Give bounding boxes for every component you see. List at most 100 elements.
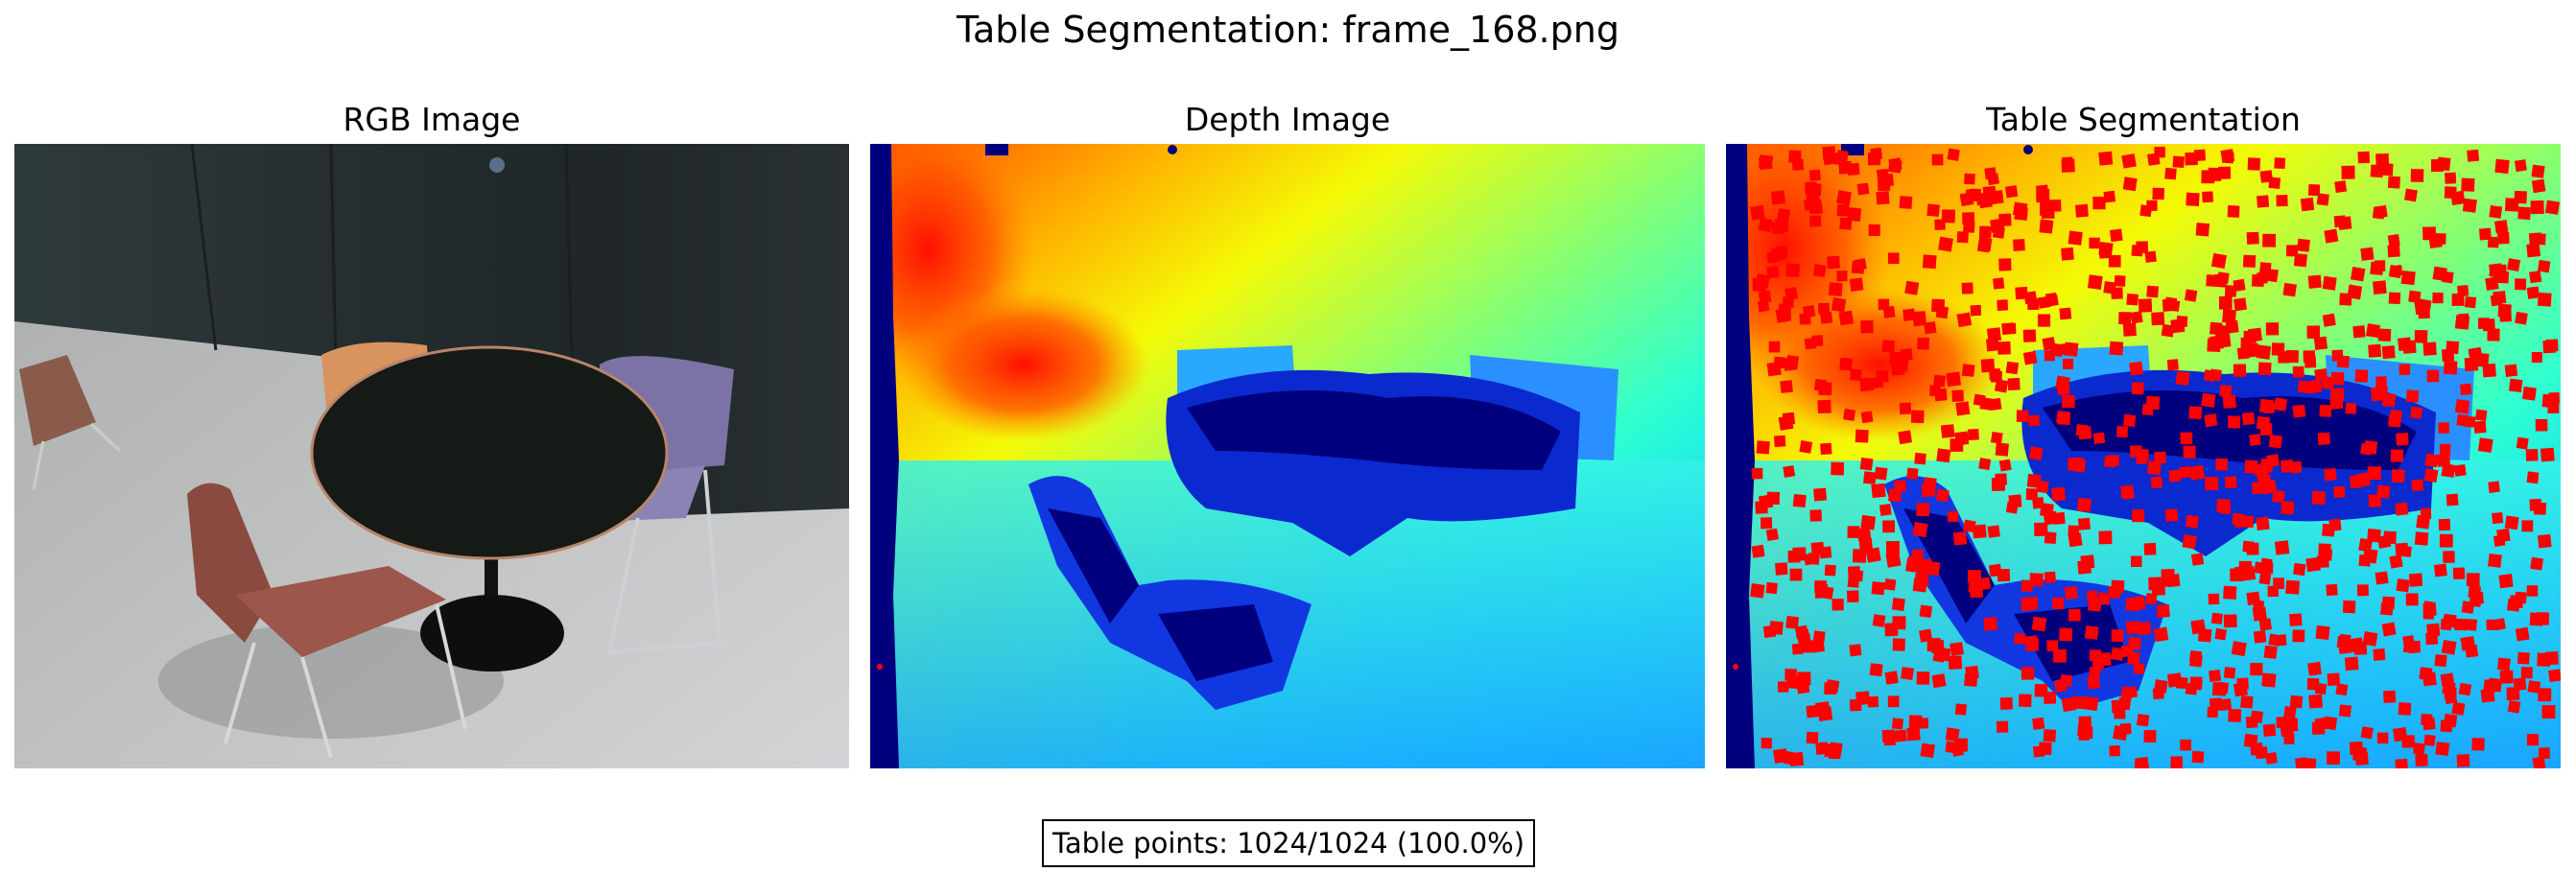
table-point <box>2441 462 2456 478</box>
table-point <box>2268 633 2281 647</box>
table-point <box>2068 230 2083 246</box>
table-point <box>2052 511 2066 525</box>
table-point <box>2089 237 2100 249</box>
table-point <box>2504 364 2518 377</box>
table-point <box>2383 530 2397 545</box>
table-point <box>2031 616 2047 632</box>
table-point <box>2395 758 2408 768</box>
table-point <box>1869 663 1883 677</box>
table-point <box>2376 484 2391 499</box>
table-point <box>2250 710 2263 723</box>
table-point <box>1860 514 1876 530</box>
table-point <box>1919 604 1933 619</box>
table-point <box>2383 690 2397 703</box>
table-point <box>1779 309 1792 322</box>
table-point <box>2488 677 2503 693</box>
table-point <box>1998 258 2012 271</box>
segmentation-panel-title: Table Segmentation <box>1986 101 2301 138</box>
table-point <box>2246 542 2259 555</box>
table-point <box>2453 463 2467 477</box>
table-point <box>2289 695 2304 709</box>
table-point <box>2494 158 2510 175</box>
table-point <box>1792 547 1807 561</box>
table-point <box>1997 341 2011 355</box>
table-point <box>2367 466 2381 481</box>
table-point <box>1847 526 1860 538</box>
table-point <box>2405 389 2420 403</box>
table-point <box>2111 287 2123 299</box>
table-point <box>2146 460 2162 476</box>
table-point <box>1961 364 1975 377</box>
table-point <box>2285 349 2299 364</box>
table-point <box>2336 635 2350 649</box>
table-point <box>2242 254 2257 269</box>
table-point <box>2151 312 2165 326</box>
table-point <box>2190 553 2205 566</box>
table-point <box>2307 183 2321 197</box>
table-point <box>1768 341 1781 353</box>
table-point <box>1882 305 1896 318</box>
table-point <box>2068 459 2080 472</box>
table-point <box>2131 596 2146 611</box>
table-point <box>1989 190 2004 205</box>
table-point <box>2421 714 2433 726</box>
table-point <box>1946 371 1962 388</box>
table-point <box>2532 756 2546 768</box>
table-point <box>2323 467 2337 482</box>
table-point <box>2327 751 2340 766</box>
table-point <box>2075 424 2089 436</box>
table-point <box>2256 415 2271 431</box>
table-point <box>1885 541 1900 555</box>
table-point <box>2015 286 2028 300</box>
table-point <box>2295 757 2307 768</box>
table-point <box>2254 561 2267 575</box>
table-point <box>2443 360 2458 375</box>
table-point <box>2390 264 2403 277</box>
table-point <box>2485 276 2499 292</box>
table-point <box>2092 196 2106 210</box>
table-point <box>2086 590 2099 602</box>
table-point <box>1884 671 1899 685</box>
table-point <box>2130 555 2142 568</box>
table-point <box>1785 615 1800 629</box>
table-point <box>2153 626 2169 643</box>
table-point <box>2019 694 2032 707</box>
table-point <box>1900 347 1913 362</box>
table-point <box>2084 625 2099 640</box>
table-point <box>2032 717 2045 730</box>
table-point <box>2265 322 2280 336</box>
table-point <box>2236 346 2250 360</box>
table-point <box>1894 480 1906 492</box>
table-point <box>2529 271 2542 284</box>
table-point <box>1901 667 1914 680</box>
table-point <box>2062 394 2075 409</box>
table-point <box>2138 622 2151 635</box>
table-point <box>1847 566 1861 579</box>
figure-title: Table Segmentation: frame_168.png <box>957 9 1619 51</box>
table-point <box>2408 573 2423 587</box>
table-point <box>2184 289 2198 302</box>
table-point <box>2273 397 2288 412</box>
table-point <box>2493 220 2509 234</box>
table-point <box>1935 488 1950 503</box>
table-point <box>2059 673 2073 688</box>
table-point <box>2499 670 2514 684</box>
table-point <box>2240 695 2254 709</box>
table-point <box>2360 726 2374 740</box>
table-point <box>1871 376 1884 389</box>
table-point <box>2323 716 2338 731</box>
table-point <box>1814 580 1828 593</box>
table-point <box>2389 554 2403 569</box>
table-point <box>2145 593 2158 605</box>
table-point <box>2399 364 2411 376</box>
table-point <box>2092 432 2106 445</box>
table-point <box>2496 657 2511 672</box>
table-point <box>2457 313 2470 325</box>
table-point <box>2474 409 2488 422</box>
table-point <box>2053 648 2067 663</box>
table-point <box>2046 640 2059 652</box>
table-point <box>2426 370 2440 383</box>
table-point <box>2529 612 2543 626</box>
table-point <box>1973 393 1986 407</box>
table-point <box>2210 612 2223 625</box>
